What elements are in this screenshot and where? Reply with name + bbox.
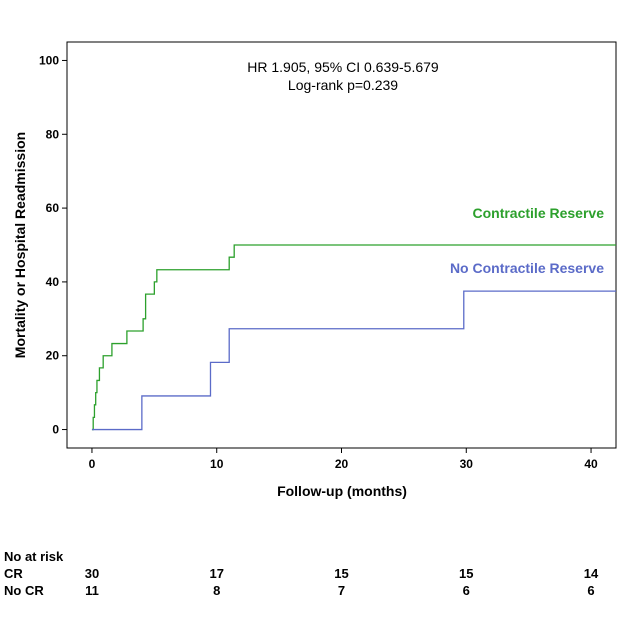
x-tick-label: 40 <box>584 457 598 471</box>
y-tick-label: 40 <box>46 275 60 289</box>
risk-row-label-no-cr: No CR <box>4 583 44 598</box>
y-tick-label: 20 <box>46 349 60 363</box>
risk-table-values: 30 17 15 15 14 11 8 7 6 6 <box>85 566 599 598</box>
y-tick-label: 100 <box>39 53 59 67</box>
series-line-contractile-reserve <box>91 244 616 431</box>
risk-cell: 6 <box>587 583 594 598</box>
series-line-no-contractile-reserve <box>91 290 616 431</box>
y-tick-label: 80 <box>46 127 60 141</box>
series-label-no-contractile-reserve: No Contractile Reserve <box>450 260 604 276</box>
y-tick-label: 0 <box>52 423 59 437</box>
y-axis-title: Mortality or Hospital Readmission <box>12 132 28 358</box>
x-tick-label: 20 <box>335 457 349 471</box>
risk-cell: 14 <box>584 566 599 581</box>
risk-cell: 11 <box>85 583 99 598</box>
risk-cell: 30 <box>85 566 99 581</box>
x-tick-label: 10 <box>210 457 224 471</box>
risk-cell: 6 <box>463 583 470 598</box>
risk-cell: 17 <box>209 566 223 581</box>
risk-row-label-cr: CR <box>4 566 23 581</box>
risk-cell: 8 <box>213 583 220 598</box>
y-axis: 0 20 40 60 80 100 <box>39 53 67 437</box>
risk-cell: 7 <box>338 583 345 598</box>
x-axis-title: Follow-up (months) <box>277 483 407 499</box>
series-group <box>91 244 616 431</box>
annotation-logrank: Log-rank p=0.239 <box>288 77 398 93</box>
x-tick-label: 0 <box>89 457 96 471</box>
annotation-hr: HR 1.905, 95% CI 0.639-5.679 <box>247 59 439 75</box>
risk-table-header: No at risk <box>4 549 64 564</box>
x-axis: 0 10 20 30 40 <box>89 448 598 471</box>
series-label-contractile-reserve: Contractile Reserve <box>472 205 604 221</box>
risk-cell: 15 <box>334 566 348 581</box>
y-tick-label: 60 <box>46 201 60 215</box>
risk-cell: 15 <box>459 566 473 581</box>
x-tick-label: 30 <box>460 457 474 471</box>
